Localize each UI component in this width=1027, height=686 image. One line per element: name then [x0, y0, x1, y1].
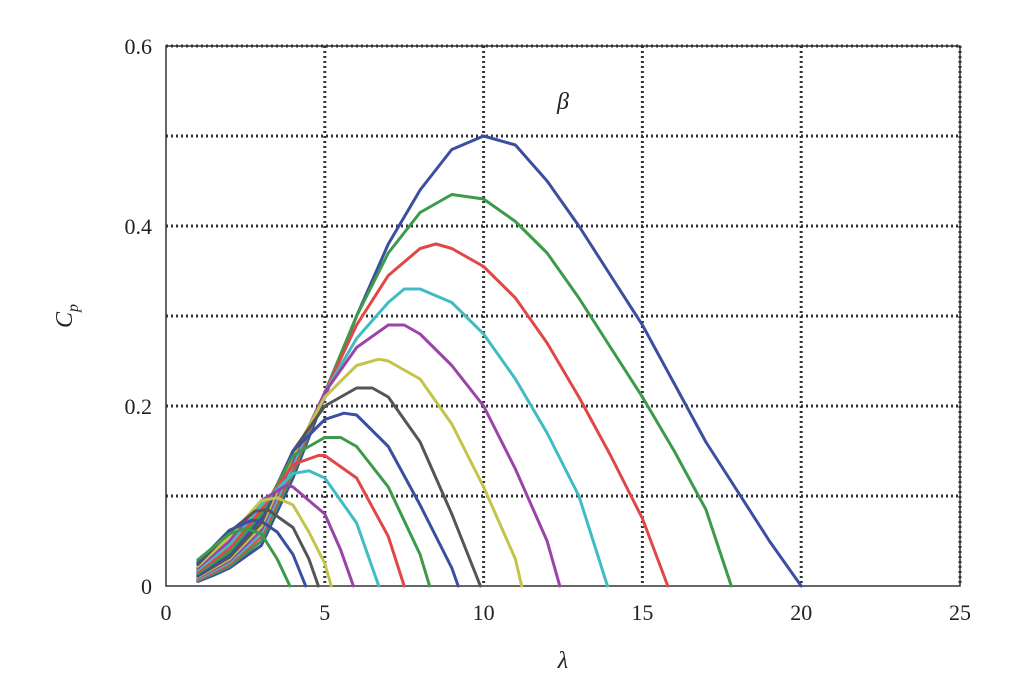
y-axis-label-subscript: p [65, 304, 82, 313]
series-line-10 [196, 454, 406, 588]
series-line-1 [196, 134, 803, 588]
x-tick-label: 10 [473, 600, 495, 625]
x-tick-label: 25 [949, 600, 971, 625]
x-axis-label: λ [557, 648, 568, 674]
series-line-2 [196, 193, 733, 588]
series-line-15 [196, 518, 308, 588]
series-line-12 [196, 483, 355, 588]
svg-text:Cp: Cp [52, 304, 82, 328]
plot-frame [165, 45, 961, 587]
series-line-6 [196, 357, 524, 588]
series-line-16 [196, 526, 292, 588]
series-line-9 [196, 436, 432, 588]
x-tick-label: 0 [161, 600, 172, 625]
series-group [196, 134, 803, 588]
grid [166, 44, 962, 586]
y-tick-labels: 0 0.2 0.4 0.6 [125, 34, 153, 599]
series-line-5 [196, 323, 562, 588]
y-tick-label: 0.2 [125, 394, 153, 419]
x-tick-label: 5 [319, 600, 330, 625]
series-line-3 [196, 242, 670, 588]
y-tick-label: 0.6 [125, 34, 153, 59]
y-tick-label: 0 [141, 574, 152, 599]
series-line-7 [196, 386, 482, 588]
y-axis-label: Cp [52, 304, 82, 328]
beta-annotation: β [556, 89, 569, 115]
series-line-11 [196, 469, 381, 588]
x-tick-label: 15 [631, 600, 653, 625]
y-axis-label-main: C [52, 311, 78, 328]
x-tick-labels: 0 5 10 15 20 25 [161, 600, 972, 625]
x-tick-label: 20 [790, 600, 812, 625]
y-tick-label: 0.4 [125, 214, 153, 239]
